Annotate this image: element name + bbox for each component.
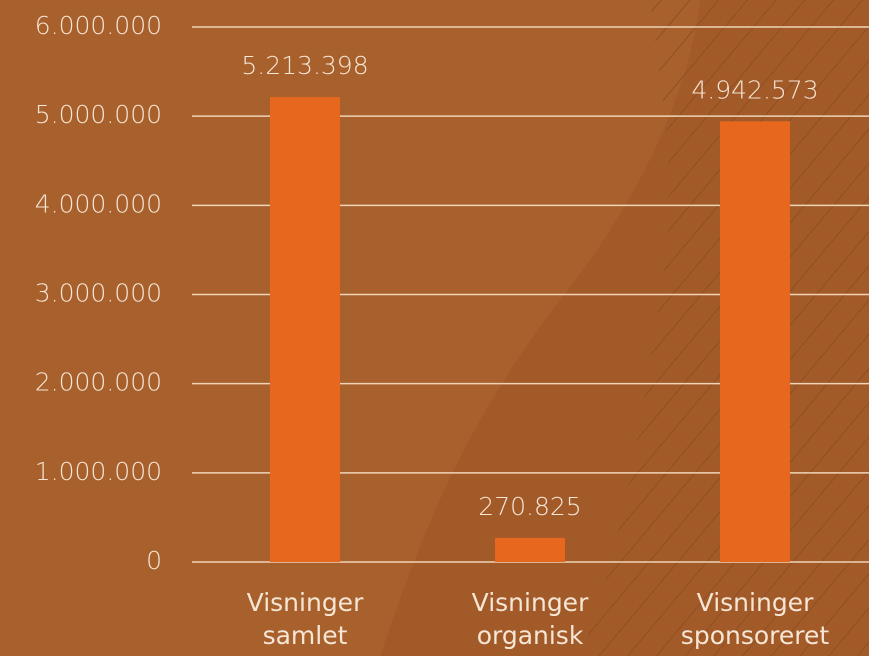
bar [495, 537, 565, 562]
x-tick-label: Visninger organisk [471, 588, 589, 650]
y-tick-label: 6.000.000 [35, 11, 162, 40]
value-label: 4.942.573 [691, 75, 818, 104]
plot: 0 1.000.000 2.000.000 3.000.000 4.000.000 5.0… [35, 11, 869, 575]
x-tick-label: Visninger samlet [246, 588, 364, 650]
y-tick-label: 0 [146, 546, 162, 575]
y-tick-label: 1.000.000 [35, 457, 162, 486]
value-label: 5.213.398 [241, 51, 368, 80]
y-tick-label: 5.000.000 [35, 100, 162, 129]
x-tick-label: Visninger sponsoreret [680, 588, 830, 650]
y-tick-label: 2.000.000 [35, 368, 162, 397]
bar [720, 121, 790, 563]
bar [270, 97, 340, 563]
y-tick-label: 3.000.000 [35, 279, 162, 308]
value-label: 270.825 [478, 492, 581, 521]
y-tick-label: 4.000.000 [35, 189, 162, 218]
